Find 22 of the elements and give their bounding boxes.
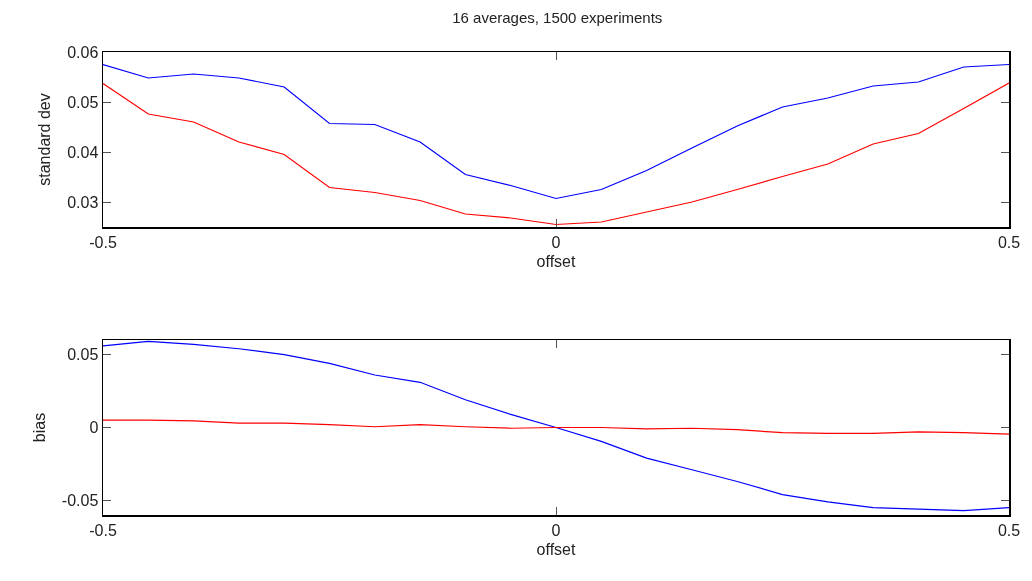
x-tick-label: -0.5 bbox=[89, 521, 117, 539]
y-tick-label: -0.05 bbox=[61, 492, 99, 510]
y-axis-title: bias bbox=[30, 412, 48, 443]
x-axis-title: offset bbox=[536, 541, 576, 559]
x-tick-label: 0 bbox=[551, 233, 561, 251]
y-axis-title: standard dev bbox=[36, 93, 54, 186]
y-tick-label: 0 bbox=[89, 419, 99, 437]
y-tick-label: 0.04 bbox=[67, 143, 99, 161]
x-axis-title: offset bbox=[536, 253, 576, 271]
line-series bbox=[103, 63, 1009, 200]
x-tick-label: 0.5 bbox=[997, 233, 1021, 251]
y-tick-label: 0.05 bbox=[67, 93, 99, 111]
line-series bbox=[103, 82, 1009, 226]
x-tick-label: 0 bbox=[551, 521, 561, 539]
line-series bbox=[103, 340, 1009, 512]
y-tick-label: 0.03 bbox=[67, 193, 99, 211]
x-tick-label: -0.5 bbox=[89, 233, 117, 251]
x-tick-label: 0.5 bbox=[997, 521, 1021, 539]
y-tick-label: 0.05 bbox=[67, 346, 99, 364]
line-series bbox=[103, 419, 1009, 435]
chart-title: 16 averages, 1500 experiments bbox=[452, 8, 663, 26]
y-tick-label: 0.06 bbox=[67, 43, 99, 61]
